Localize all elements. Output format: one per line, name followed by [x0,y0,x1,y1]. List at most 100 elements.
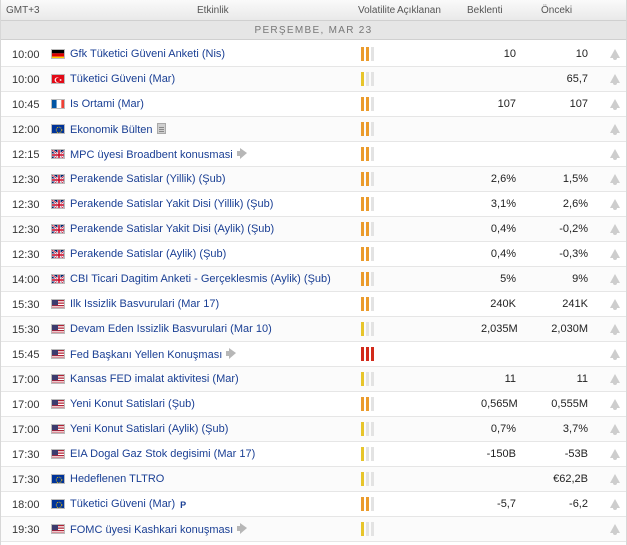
event-name[interactable]: CBI Ticari Dagitim Anketi - Gerçeklesmis… [70,273,331,285]
event-name[interactable]: Perakende Satislar (Yillik) (Şub) [70,173,226,185]
speech-icon [226,348,237,359]
event-link[interactable]: EIA Dogal Gaz Stok degisimi (Mar 17) [70,448,255,460]
alert-bell-icon[interactable] [610,424,620,435]
alert-bell-icon[interactable] [610,474,620,485]
forecast-value: 0,4% [490,248,516,260]
alert-bell-icon[interactable] [610,249,620,260]
event-name[interactable]: Tüketici Güveni (Mar) [70,498,176,510]
table-row[interactable]: 19:30 FOMC üyesi Kashkari konuşması [1,517,626,542]
table-row[interactable]: 12:00 Ekonomik Bülten [1,117,626,142]
table-row[interactable]: 15:30 Ilk Issizlik Basvurulari (Mar 17) 24… [1,292,626,317]
event-link[interactable]: Ekonomik Bülten [70,123,166,136]
alert-bell-icon[interactable] [610,449,620,460]
event-link[interactable]: Yeni Konut Satislari (Şub) [70,398,195,410]
volatility-mark-icon [361,147,364,161]
event-link[interactable]: FOMC üyesi Kashkari konuşması [70,523,248,536]
table-row[interactable]: 10:00 Gfk Tüketici Güveni Anketi (Nis) 10 1… [1,42,626,67]
event-link[interactable]: Perakende Satislar Yakit Disi (Yillik) (… [70,198,273,210]
volatility-mark-icon [361,272,364,286]
event-link[interactable]: Devam Eden Issizlik Basvurulari (Mar 10) [70,323,272,335]
event-name[interactable]: Fed Başkanı Yellen Konuşması [70,349,223,361]
event-link[interactable]: Gfk Tüketici Güveni Anketi (Nis) [70,48,225,60]
alert-bell-icon[interactable] [610,149,620,160]
forecast-value: 2,6% [490,173,516,185]
alert-bell-icon[interactable] [610,99,620,110]
event-name[interactable]: MPC üyesi Broadbent konusmasi [70,149,233,161]
event-name[interactable]: FOMC üyesi Kashkari konuşması [70,524,234,536]
event-link[interactable]: CBI Ticari Dagitim Anketi - Gerçeklesmis… [70,273,331,285]
event-name[interactable]: Perakende Satislar Yakit Disi (Aylik) (Ş… [70,223,275,235]
volatility-mark-icon [361,347,364,361]
event-name[interactable]: Kansas FED imalat aktivitesi (Mar) [70,373,239,385]
alert-bell-icon[interactable] [610,349,620,360]
header-actual: Açıklanan [397,5,441,16]
event-name[interactable]: Gfk Tüketici Güveni Anketi (Nis) [70,48,226,60]
event-link[interactable]: Ilk Issizlik Basvurulari (Mar 17) [70,298,219,310]
table-row[interactable]: 17:00 Yeni Konut Satislari (Şub) 0,565M 0,5… [1,392,626,417]
table-row[interactable]: 12:15 MPC üyesi Broadbent konusmasi [1,142,626,167]
event-name[interactable]: Tüketici Güveni (Mar) [70,73,176,85]
table-row[interactable]: 15:45 Fed Başkanı Yellen Konuşması [1,342,626,367]
header-time[interactable]: GMT+3 [6,5,40,16]
event-link[interactable]: Tüketici Güveni (Mar) P [70,498,186,510]
event-name[interactable]: EIA Dogal Gaz Stok degisimi (Mar 17) [70,448,256,460]
table-row[interactable]: 12:30 Perakende Satislar Yakit Disi (Ayli… [1,217,626,242]
event-link[interactable]: Perakende Satislar (Yillik) (Şub) [70,173,225,185]
event-link[interactable]: Perakende Satislar (Aylik) (Şub) [70,248,226,260]
alert-bell-icon[interactable] [610,124,620,135]
table-row[interactable]: 10:00 Tüketici Güveni (Mar) 65,7 [1,67,626,92]
event-link[interactable]: Fed Başkanı Yellen Konuşması [70,348,237,361]
alert-bell-icon[interactable] [610,374,620,385]
forecast-value: 107 [497,98,516,110]
flag-us-icon [51,299,65,309]
table-row[interactable]: 17:00 Yeni Konut Satislari (Aylik) (Şub) 0… [1,417,626,442]
volatility-indicator [361,322,381,336]
table-row[interactable]: 17:30 EIA Dogal Gaz Stok degisimi (Mar 17… [1,442,626,467]
alert-bell-icon[interactable] [610,499,620,510]
table-row[interactable]: 12:30 Perakende Satislar (Aylik) (Şub) 0,4… [1,242,626,267]
event-link[interactable]: Hedeflenen TLTRO [70,473,164,485]
event-name[interactable]: Ilk Issizlik Basvurulari (Mar 17) [70,298,220,310]
alert-bell-icon[interactable] [610,274,620,285]
event-name[interactable]: Ekonomik Bülten [70,124,153,136]
event-time: 15:30 [12,299,40,311]
table-row[interactable]: 17:30 Hedeflenen TLTRO €62,2B [1,467,626,492]
alert-bell-icon[interactable] [610,524,620,535]
alert-bell-icon[interactable] [610,174,620,185]
event-link[interactable]: Yeni Konut Satislari (Aylik) (Şub) [70,423,228,435]
event-name[interactable]: Yeni Konut Satislari (Şub) [70,398,195,410]
volatility-mark-icon [361,322,364,336]
previous-value: €62,2B [553,473,588,485]
event-link[interactable]: Kansas FED imalat aktivitesi (Mar) [70,373,239,385]
event-name[interactable]: Perakende Satislar (Aylik) (Şub) [70,248,227,260]
table-row[interactable]: 18:00 Tüketici Güveni (Mar) P -5,7 -6,2 [1,492,626,517]
event-name[interactable]: Yeni Konut Satislari (Aylik) (Şub) [70,423,229,435]
table-row[interactable]: 10:45 Is Ortami (Mar) 107 107 [1,92,626,117]
flag-tr-icon [51,74,65,84]
alert-bell-icon[interactable] [610,49,620,60]
volatility-mark-icon [366,447,369,461]
table-row[interactable]: 17:00 Kansas FED imalat aktivitesi (Mar) 1… [1,367,626,392]
table-row[interactable]: 12:30 Perakende Satislar (Yillik) (Şub) 2,… [1,167,626,192]
alert-bell-icon[interactable] [610,224,620,235]
event-link[interactable]: MPC üyesi Broadbent konusmasi [70,148,248,161]
table-row[interactable]: 12:30 Perakende Satislar Yakit Disi (Yill… [1,192,626,217]
volatility-mark-icon [361,47,364,61]
alert-bell-icon[interactable] [610,299,620,310]
volatility-indicator [361,47,381,61]
event-link[interactable]: Is Ortami (Mar) [70,98,144,110]
flag-gb-icon [51,149,65,159]
event-name[interactable]: Hedeflenen TLTRO [70,473,165,485]
event-link[interactable]: Tüketici Güveni (Mar) [70,73,175,85]
table-row[interactable]: 15:30 Devam Eden Issizlik Basvurulari (Ma… [1,317,626,342]
event-name[interactable]: Devam Eden Issizlik Basvurulari (Mar 10) [70,323,272,335]
event-name[interactable]: Is Ortami (Mar) [70,98,144,110]
event-link[interactable]: Perakende Satislar Yakit Disi (Aylik) (Ş… [70,223,274,235]
event-name[interactable]: Perakende Satislar Yakit Disi (Yillik) (… [70,198,274,210]
alert-bell-icon[interactable] [610,199,620,210]
alert-bell-icon[interactable] [610,324,620,335]
volatility-mark-icon [366,297,369,311]
table-row[interactable]: 14:00 CBI Ticari Dagitim Anketi - Gerçekl… [1,267,626,292]
alert-bell-icon[interactable] [610,399,620,410]
alert-bell-icon[interactable] [610,74,620,85]
